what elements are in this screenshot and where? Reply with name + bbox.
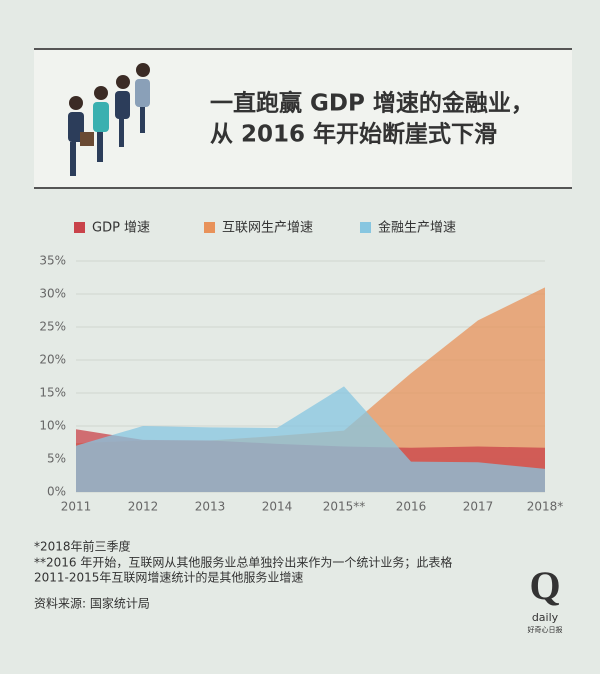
people-illustration — [68, 63, 150, 176]
y-tick-label: 35% — [39, 254, 66, 268]
x-tick-label: 2015** — [323, 500, 366, 514]
footnote: *2018年前三季度 — [34, 539, 131, 554]
header-panel — [34, 49, 572, 188]
x-tick-label: 2011 — [61, 500, 92, 514]
area — [76, 386, 545, 492]
legend-swatch — [204, 222, 215, 233]
legend-swatch — [360, 222, 371, 233]
legend-label: 互联网生产增速 — [222, 221, 313, 236]
x-tick-label: 2016 — [396, 500, 427, 514]
legend-label: GDP 增速 — [92, 221, 150, 236]
title: 从 2016 年开始断崖式下滑 — [210, 121, 497, 148]
y-tick-label: 25% — [39, 320, 66, 334]
y-tick-label: 0% — [47, 485, 66, 499]
y-tick-label: 5% — [47, 452, 66, 466]
logo-mark: Q — [529, 563, 560, 608]
y-tick-label: 10% — [39, 419, 66, 433]
legend-swatch — [74, 222, 85, 233]
x-tick-label: 2017 — [463, 500, 494, 514]
x-tick-label: 2012 — [128, 500, 159, 514]
footnote: **2016 年开始，互联网从其他服务业总单独拎出来作为一个统计业务；此表格 — [34, 555, 452, 570]
x-tick-label: 2013 — [195, 500, 226, 514]
legend-label: 金融生产增速 — [378, 220, 456, 236]
x-tick-label: 2018* — [527, 500, 564, 514]
y-tick-label: 30% — [39, 287, 66, 301]
source: 资料来源: 国家统计局 — [34, 596, 150, 611]
footnote: 2011-2015年互联网增速统计的是其他服务业增速 — [34, 570, 303, 585]
x-tick-label: 2014 — [262, 500, 293, 514]
logo-tagline: 好奇心日报 — [528, 625, 563, 634]
logo-name: daily — [532, 611, 559, 624]
title: 一直跑赢 GDP 增速的金融业， — [210, 90, 534, 117]
y-tick-label: 15% — [39, 386, 66, 400]
y-tick-label: 20% — [39, 353, 66, 367]
